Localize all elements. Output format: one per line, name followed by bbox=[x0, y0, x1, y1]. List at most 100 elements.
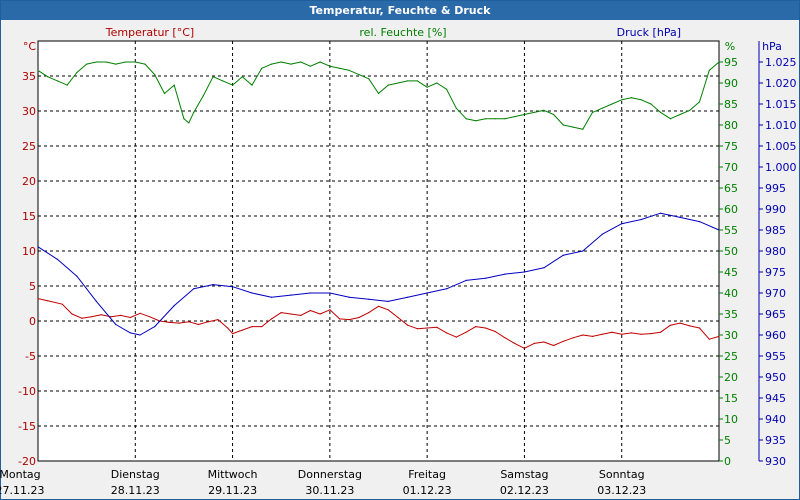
data-point-pressure bbox=[679, 216, 681, 218]
temperature-tick-label: -15 bbox=[18, 420, 36, 433]
humidity-tick-label: 30 bbox=[724, 329, 738, 342]
temperature-tick-label: -20 bbox=[18, 455, 36, 468]
temperature-unit: °C bbox=[23, 40, 37, 53]
data-point-pressure bbox=[368, 298, 370, 300]
date-label: 02.12.23 bbox=[500, 484, 549, 497]
humidity-axis-title: rel. Feuchte [%] bbox=[359, 26, 446, 39]
data-point-temperature bbox=[650, 333, 652, 335]
data-point-temperature bbox=[377, 305, 380, 307]
data-point-temperature bbox=[270, 318, 273, 320]
data-point-pressure bbox=[387, 300, 389, 302]
data-point-humidity bbox=[601, 107, 603, 109]
data-point-humidity bbox=[572, 126, 574, 128]
grid-lines bbox=[38, 41, 719, 461]
data-point-humidity bbox=[319, 61, 321, 63]
data-point-humidity bbox=[377, 92, 380, 95]
data-point-humidity bbox=[562, 124, 564, 126]
humidity-tick-label: 95 bbox=[724, 56, 738, 69]
data-point-temperature bbox=[514, 342, 516, 344]
data-point-pressure bbox=[601, 233, 603, 235]
data-point-humidity bbox=[689, 109, 691, 111]
temperature-tick-label: 5 bbox=[29, 280, 36, 293]
data-point-pressure bbox=[446, 288, 448, 290]
data-point-humidity bbox=[56, 80, 59, 82]
data-point-pressure bbox=[56, 258, 59, 260]
pressure-tick-label: 975 bbox=[765, 266, 786, 279]
data-point-temperature bbox=[217, 319, 219, 321]
pressure-tick-label: 980 bbox=[765, 245, 786, 258]
pressure-tick-label: 945 bbox=[765, 392, 786, 405]
data-point-temperature bbox=[601, 333, 603, 335]
data-point-humidity bbox=[280, 61, 282, 63]
data-point-humidity bbox=[407, 80, 409, 82]
data-point-humidity bbox=[387, 84, 389, 86]
pressure-tick-label: 985 bbox=[765, 224, 786, 237]
temperature-tick-label: 10 bbox=[22, 245, 36, 258]
data-point-temperature bbox=[446, 332, 448, 334]
humidity-tick-label: 20 bbox=[724, 371, 738, 384]
data-point-humidity bbox=[232, 84, 234, 86]
data-point-temperature bbox=[207, 321, 209, 323]
data-point-humidity bbox=[446, 88, 448, 90]
data-point-pressure bbox=[640, 218, 642, 221]
data-point-pressure bbox=[621, 223, 623, 225]
data-point-temperature bbox=[611, 331, 613, 333]
data-point-humidity bbox=[173, 84, 175, 86]
data-point-humidity bbox=[105, 61, 107, 63]
data-point-humidity bbox=[76, 71, 78, 74]
humidity-tick-label: 55 bbox=[724, 224, 738, 237]
date-label: 01.12.23 bbox=[403, 484, 452, 497]
pressure-tick-label: 965 bbox=[765, 308, 786, 321]
axis-titles: Temperatur [°C] rel. Feuchte [%] Druck [… bbox=[23, 26, 782, 53]
data-point-humidity bbox=[475, 120, 477, 122]
day-name-label: Sonntag bbox=[599, 468, 645, 481]
humidity-tick-label: 80 bbox=[724, 119, 738, 132]
pressure-tick-label: 960 bbox=[765, 329, 786, 342]
data-point-humidity bbox=[368, 78, 370, 80]
data-point-temperature bbox=[660, 331, 662, 333]
data-point-temperature bbox=[261, 326, 263, 328]
data-point-humidity bbox=[514, 116, 516, 118]
data-point-temperature bbox=[197, 323, 200, 326]
data-point-pressure bbox=[251, 292, 253, 294]
data-point-pressure bbox=[270, 296, 273, 298]
data-point-temperature bbox=[139, 312, 141, 314]
pressure-tick-label: 1.015 bbox=[765, 98, 797, 111]
data-point-temperature bbox=[168, 321, 170, 323]
pressure-tick-label: 1.020 bbox=[765, 77, 797, 90]
data-point-pressure bbox=[115, 323, 117, 326]
data-point-humidity bbox=[339, 67, 341, 69]
data-point-humidity bbox=[183, 118, 185, 120]
temperature-tick-label: -10 bbox=[18, 385, 36, 398]
data-point-temperature bbox=[329, 309, 331, 311]
data-point-humidity bbox=[523, 113, 526, 116]
data-point-humidity bbox=[426, 86, 428, 88]
data-point-humidity bbox=[611, 103, 613, 105]
data-point-humidity bbox=[358, 74, 360, 76]
data-point-temperature bbox=[232, 333, 234, 335]
data-point-temperature bbox=[90, 316, 93, 318]
data-point-humidity bbox=[300, 61, 302, 63]
data-point-pressure bbox=[698, 221, 701, 223]
data-point-temperature bbox=[591, 335, 594, 337]
pressure-tick-label: 935 bbox=[765, 434, 786, 447]
data-point-pressure bbox=[154, 326, 156, 328]
data-point-pressure bbox=[76, 275, 78, 277]
data-point-humidity bbox=[222, 80, 224, 82]
data-point-pressure bbox=[129, 332, 131, 334]
data-point-humidity bbox=[494, 118, 496, 120]
data-point-humidity bbox=[416, 80, 418, 82]
data-point-humidity bbox=[37, 69, 39, 71]
data-point-pressure bbox=[95, 300, 97, 302]
data-point-humidity bbox=[455, 107, 457, 109]
data-point-humidity bbox=[115, 63, 117, 65]
data-point-temperature bbox=[533, 342, 535, 344]
humidity-unit: % bbox=[725, 40, 735, 53]
data-point-temperature bbox=[407, 324, 409, 326]
pressure-tick-label: 995 bbox=[765, 182, 786, 195]
data-point-temperature bbox=[523, 347, 526, 349]
data-point-humidity bbox=[553, 113, 555, 116]
data-point-temperature bbox=[47, 300, 49, 302]
data-point-temperature bbox=[71, 313, 73, 315]
pressure-tick-label: 1.000 bbox=[765, 161, 797, 174]
